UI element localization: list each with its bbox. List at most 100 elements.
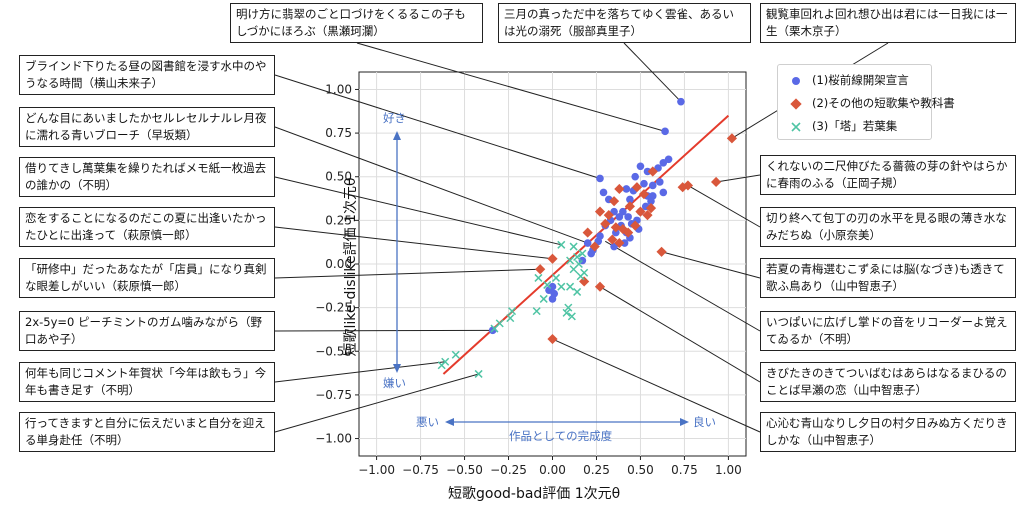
y-axis-label: 短歌like-dislike評価 1次元θ [343, 177, 359, 357]
callout-leader [356, 42, 666, 132]
point-series-1 [636, 162, 645, 171]
callout-box: 切り終へて包丁の刃の水平を見る眼の薄き水なみだちぬ（小原奈美） [760, 207, 1016, 247]
callout-leader [274, 226, 553, 260]
callout-box: どんな目にあいましたかセルレセルナルレ月夜に濡れる青いブローチ（早坂類） [19, 107, 275, 147]
y-tick-label: 0.25 [325, 213, 352, 227]
grid [359, 72, 746, 456]
x-tick-label: −1.00 [358, 463, 395, 477]
point-series-1 [626, 195, 634, 204]
point-series-3 [441, 357, 450, 366]
point-series-3 [557, 240, 566, 249]
arrow-head-down [393, 364, 401, 373]
point-series-3 [543, 280, 552, 289]
callout-leader [661, 251, 761, 279]
ticks: −1.00 −0.75 −0.50 −0.25 0.00 0.25 0.50 0.75 1.00… [315, 82, 742, 477]
point-series-3 [569, 265, 578, 274]
point-series-2 [624, 201, 635, 212]
y-tick-label: 0.75 [325, 126, 352, 140]
point-series-2 [579, 276, 590, 287]
callout-leader [274, 373, 479, 433]
y-tick-label: −0.75 [315, 388, 352, 402]
callout-box: いつぱいに広げし掌ドの音をリコーダーよ覚えてゐるか（不明） [760, 311, 1016, 351]
point-series-1 [643, 167, 652, 176]
legend-label-series-1: (1)桜前線開架宣言 [812, 73, 909, 87]
point-series-2 [535, 264, 546, 275]
point-series-1 [656, 178, 664, 186]
point-series-1 [640, 179, 648, 188]
point-series-3 [557, 282, 566, 291]
point-series-3 [451, 350, 460, 359]
callout-box: 行ってきますと自分に伝えだいまと自分を迎える単身赴任（不明） [19, 412, 275, 452]
legend-markers [790, 77, 802, 132]
x-tick-label: 0.50 [627, 463, 654, 477]
point-series-1 [620, 239, 629, 247]
point-series-1 [659, 188, 668, 197]
callout-leader [274, 176, 562, 246]
point-series-1 [624, 213, 632, 221]
callout-leader [623, 42, 682, 103]
x-tick-label: 0.00 [539, 463, 566, 477]
callout-leader [274, 361, 446, 383]
x-tick-label: 0.25 [583, 463, 610, 477]
point-series-2 [647, 166, 658, 177]
point-series-3 [562, 308, 571, 317]
x-tick-label: 0.75 [671, 463, 698, 477]
point-series-1 [599, 188, 608, 197]
legend-label-series-3: (3)「塔」若葉集 [812, 119, 898, 133]
callout-box: 借りてきし萬葉集を繰りたればメモ紙一枚過去の誰かの（不明） [19, 157, 275, 197]
point-series-1 [615, 213, 624, 221]
point-series-3 [573, 287, 582, 296]
point-series-3 [580, 268, 589, 277]
callout-leader [605, 240, 761, 332]
point-series-2 [547, 253, 558, 264]
callout-leader [274, 268, 541, 279]
point-series-3 [566, 256, 575, 265]
callout-box: 恋をすることになるのだこの夏に出逢いたかったひとに出逢って（萩原慎一郎） [19, 207, 275, 247]
callout-leader [274, 74, 601, 179]
dislike-annotation: 嫌い [383, 376, 406, 390]
y-tick-label: −0.25 [315, 301, 352, 315]
axis-arrows [393, 131, 689, 426]
point-series-3 [551, 273, 561, 282]
point-series-1 [677, 97, 685, 106]
legend-marker-series-3 [791, 122, 801, 132]
point-series-1 [664, 155, 673, 164]
callout-leader [716, 174, 761, 183]
y-tick-label: 0.00 [325, 257, 352, 271]
point-series-1 [596, 174, 604, 183]
point-series-3 [564, 303, 573, 312]
legend: (1)桜前線開架宣言 (2)その他の短歌集や教科書 (3)「塔」若葉集 [777, 64, 955, 140]
arrow-head-left [445, 418, 454, 426]
callout-box: くれないの二尺伸びたる薔薇の芽の針やはらかに春雨のふる（正岡子規） [760, 155, 1016, 195]
point-series-3 [532, 307, 541, 316]
callout-box: 「研修中」だったあなたが「店員」になり真剣な眼差しがいい（萩原慎一郎） [19, 258, 275, 298]
quality-annotation: 作品としての完成度 [509, 429, 613, 443]
point-series-1 [622, 185, 631, 193]
point-series-3 [578, 249, 587, 258]
callout-box: 心沁む青山なりし夕日の村夕日みぬ方くだりきしかな（山中智恵子） [760, 412, 1016, 452]
point-series-3 [566, 282, 575, 291]
legend-marker-series-1 [792, 77, 800, 85]
point-series-3 [474, 369, 483, 378]
callout-leader [274, 126, 588, 244]
point-series-2 [656, 246, 667, 257]
arrow-head-right [680, 418, 689, 426]
point-series-3 [567, 312, 576, 321]
x-tick-label: −0.75 [402, 463, 439, 477]
x-tick-label: −0.25 [490, 463, 527, 477]
callout-box: 三月の真っただ中を落ちてゆく雲雀、あるいは光の溺死（服部真里子） [498, 3, 751, 43]
point-series-3 [508, 307, 517, 316]
point-series-3 [569, 242, 578, 251]
callout-box: 何年も同じコメント年賀状「今年は飲もう」今年も書き足す（不明） [19, 362, 275, 402]
point-series-1 [587, 249, 595, 258]
like-annotation: 好き [383, 111, 406, 125]
y-tick-label: 1.00 [325, 82, 352, 96]
x-tick-label: 1.00 [715, 463, 742, 477]
callout-leader [274, 329, 493, 332]
callout-box: きびたきのきてついばむはあらはなるまひるのことば早瀬の恋（山中智恵子） [760, 362, 1016, 402]
point-series-1 [648, 181, 657, 190]
bad-annotation: 悪い [416, 415, 439, 429]
point-series-1 [661, 127, 669, 136]
callout-leader [687, 185, 761, 228]
